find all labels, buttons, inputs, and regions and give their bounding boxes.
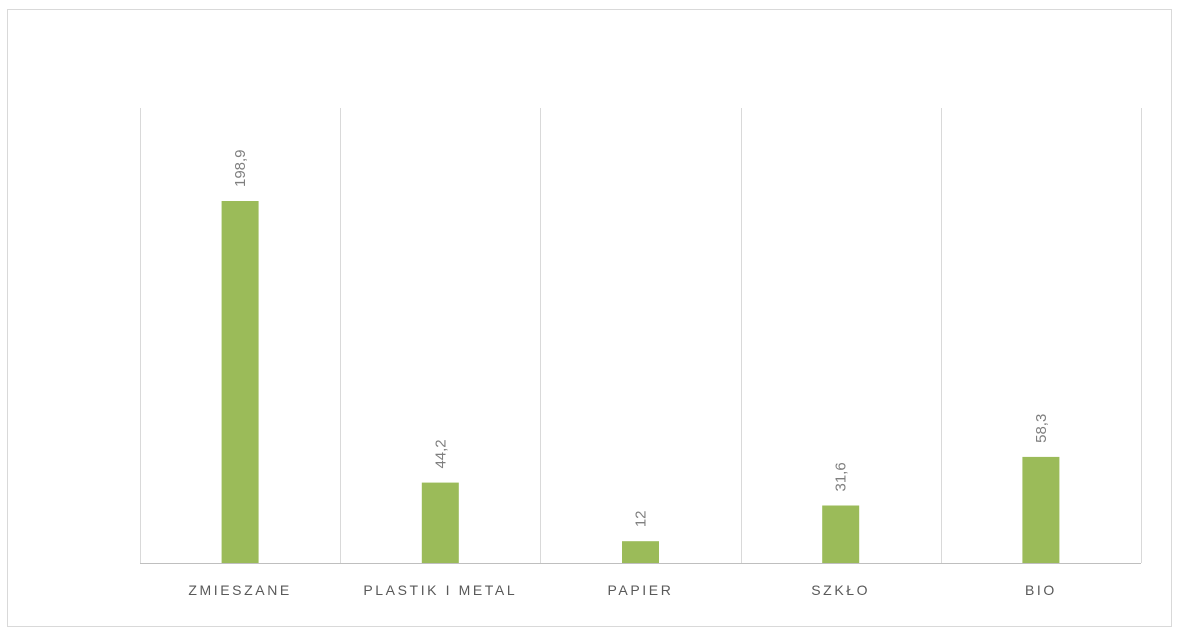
category-label: SZKŁO <box>811 582 870 598</box>
category-label: PLASTIK I METAL <box>363 582 517 598</box>
gridlines <box>140 108 1142 564</box>
bar <box>221 201 259 563</box>
chart-area <box>7 9 1172 627</box>
data-label: 31,6 <box>833 462 850 491</box>
bar <box>1022 456 1060 563</box>
data-label: 44,2 <box>432 439 449 468</box>
bar <box>822 505 860 563</box>
data-label: 198,9 <box>232 149 249 187</box>
bar <box>622 541 659 563</box>
bar <box>421 482 459 563</box>
bars <box>221 201 1060 563</box>
category-label: PAPIER <box>608 582 674 598</box>
data-label: 58,3 <box>1033 414 1050 443</box>
category-label: ZMIESZANE <box>188 582 292 598</box>
category-labels: ZMIESZANE PLASTIK I METAL PAPIER SZKŁO BIO <box>188 582 1057 598</box>
data-label: 12 <box>633 510 650 527</box>
category-label: BIO <box>1025 582 1057 598</box>
data-labels: 198,9 44,2 12 31,6 58,3 <box>232 149 1050 527</box>
